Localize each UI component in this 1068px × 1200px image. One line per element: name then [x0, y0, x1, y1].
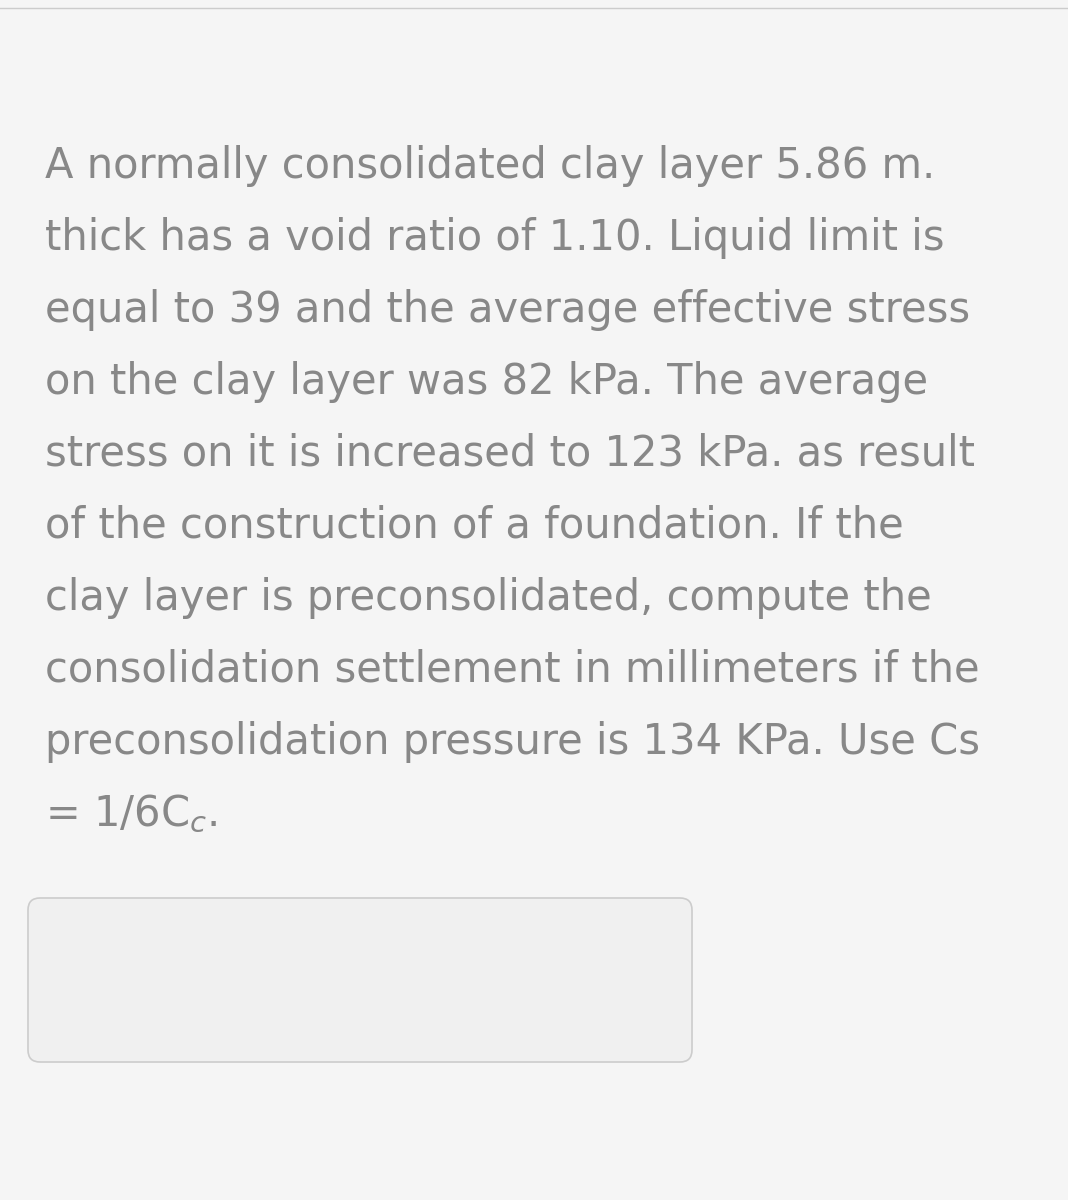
Text: clay layer is preconsolidated, compute the: clay layer is preconsolidated, compute t…	[45, 577, 931, 619]
Text: on the clay layer was 82 kPa. The average: on the clay layer was 82 kPa. The averag…	[45, 361, 928, 403]
Text: preconsolidation pressure is 134 KPa. Use Cs: preconsolidation pressure is 134 KPa. Us…	[45, 721, 980, 763]
Text: consolidation settlement in millimeters if the: consolidation settlement in millimeters …	[45, 649, 979, 691]
Text: of the construction of a foundation. If the: of the construction of a foundation. If …	[45, 505, 904, 547]
FancyBboxPatch shape	[28, 898, 692, 1062]
Text: equal to 39 and the average effective stress: equal to 39 and the average effective st…	[45, 289, 970, 331]
Text: A normally consolidated clay layer 5.86 m.: A normally consolidated clay layer 5.86 …	[45, 145, 936, 187]
Text: stress on it is increased to 123 kPa. as result: stress on it is increased to 123 kPa. as…	[45, 433, 975, 475]
Text: = 1/6C$_c$.: = 1/6C$_c$.	[45, 793, 218, 835]
Text: thick has a void ratio of 1.10. Liquid limit is: thick has a void ratio of 1.10. Liquid l…	[45, 217, 944, 259]
